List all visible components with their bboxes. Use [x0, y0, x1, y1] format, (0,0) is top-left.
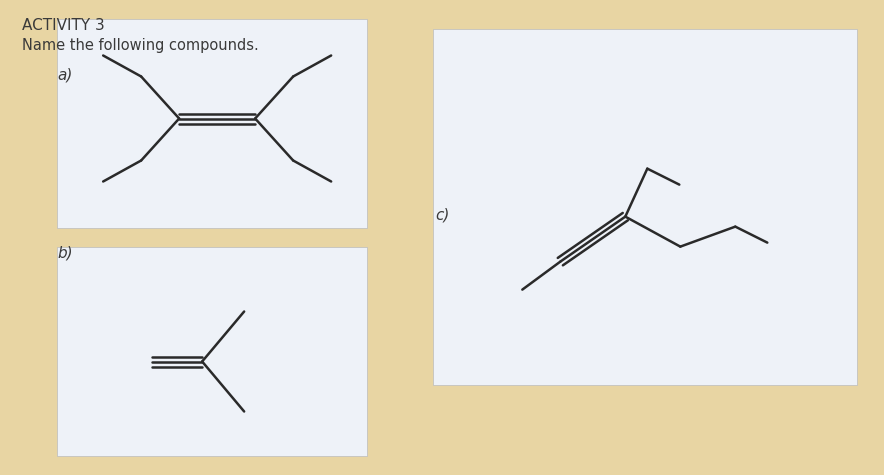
- Text: ACTIVITY 3: ACTIVITY 3: [22, 18, 104, 33]
- Text: a): a): [57, 68, 72, 83]
- Text: c): c): [435, 207, 449, 222]
- Text: b): b): [57, 246, 72, 261]
- Bar: [57, 247, 367, 456]
- Text: Name the following compounds.: Name the following compounds.: [22, 38, 259, 53]
- Bar: [433, 28, 857, 385]
- Bar: [57, 19, 367, 228]
